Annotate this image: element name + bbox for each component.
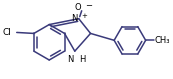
Text: Cl: Cl	[3, 28, 12, 37]
Text: N: N	[71, 14, 78, 23]
Text: +: +	[82, 13, 88, 19]
Text: −: −	[86, 1, 93, 10]
Text: N: N	[67, 55, 74, 64]
Text: CH₃: CH₃	[154, 36, 170, 45]
Text: O: O	[74, 3, 81, 12]
Text: H: H	[79, 55, 85, 64]
